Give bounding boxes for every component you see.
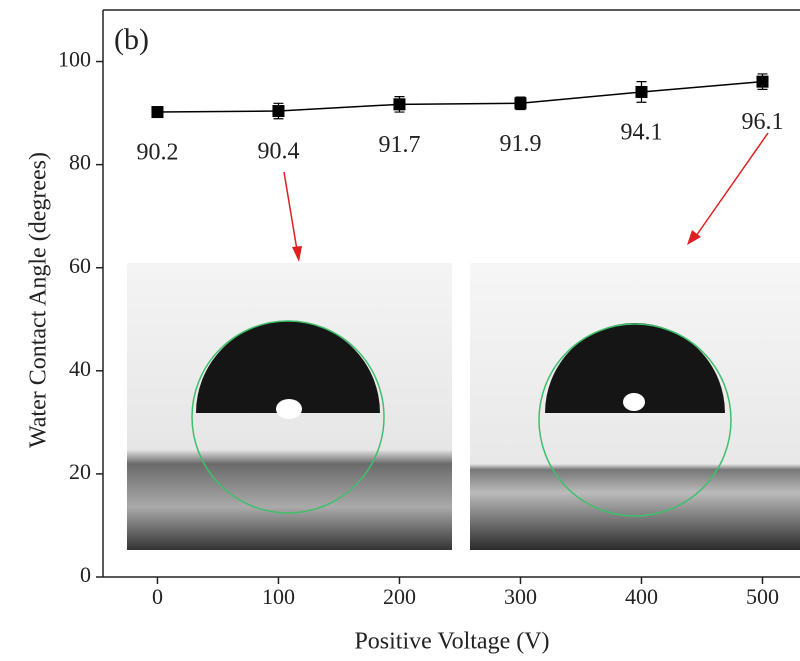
x-tick-label: 400 (625, 584, 658, 609)
y-tick-label: 80 (69, 150, 91, 175)
data-point (151, 106, 164, 119)
data-label: 96.1 (741, 109, 783, 135)
inset-photo (127, 263, 452, 550)
y-axis-label: Water Contact Angle (degrees) (26, 152, 52, 448)
axes (102, 9, 800, 578)
x-tick-label: 100 (262, 584, 295, 609)
y-tick-label: 0 (80, 562, 91, 587)
data-point (756, 75, 769, 88)
y-tick-label: 100 (58, 47, 91, 72)
y-tick-label: 60 (69, 253, 91, 278)
data-point (272, 105, 285, 118)
arrow (283, 132, 769, 262)
data-label: 90.4 (257, 139, 299, 165)
data-point (635, 85, 648, 98)
x-axis-label: Positive Voltage (V) (354, 629, 549, 655)
data-point (514, 97, 527, 110)
data-label: 94.1 (620, 119, 662, 145)
x-tick-label: 300 (504, 584, 537, 609)
x-tick-label: 200 (383, 584, 416, 609)
data-label: 91.9 (499, 131, 541, 157)
y-tick-label: 20 (69, 459, 91, 484)
y-tick-label: 40 (69, 356, 91, 381)
data-label: 91.7 (378, 132, 420, 158)
x-tick-label: 500 (746, 584, 779, 609)
chart-title: (b) (114, 23, 149, 56)
data-point (393, 98, 406, 111)
data-line (157, 80, 763, 113)
data-label: 90.2 (136, 140, 178, 166)
x-tick-label: 0 (152, 584, 163, 609)
inset-photo (470, 263, 800, 550)
